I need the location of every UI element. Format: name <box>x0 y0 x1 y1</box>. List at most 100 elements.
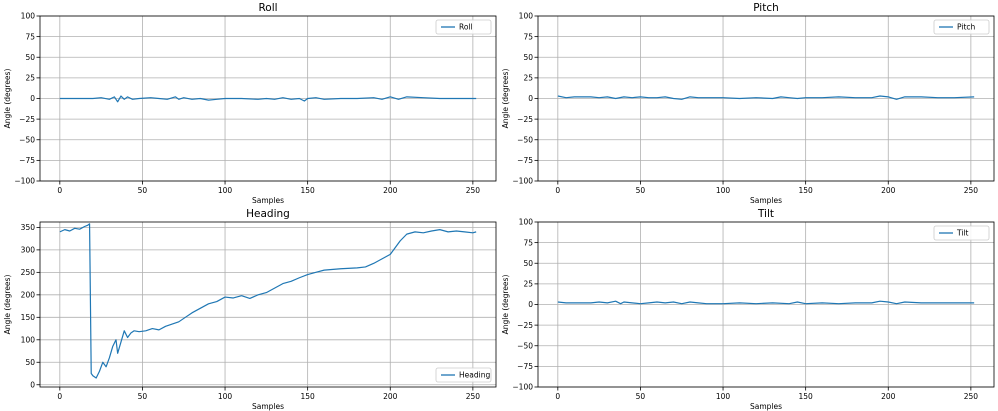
x-tick-label: 250 <box>964 392 979 401</box>
frame-heading <box>39 221 497 388</box>
x-tick-label: 100 <box>218 392 233 401</box>
x-tick-label: 250 <box>466 392 481 401</box>
series-line-pitch <box>557 95 975 100</box>
chart-title-roll: Roll <box>258 2 277 14</box>
x-tick-label: 50 <box>138 392 148 401</box>
series-heading <box>59 223 477 379</box>
legend-label-roll: Roll <box>459 23 473 32</box>
y-tick-label: 0 <box>528 300 533 309</box>
x-tick-label: 200 <box>881 186 896 195</box>
y-tick-label: 0 <box>30 380 35 389</box>
y-tick-label: 300 <box>21 246 36 255</box>
y-tick-label: 100 <box>519 218 534 227</box>
y-tick-label: 0 <box>528 94 533 103</box>
legend-roll: Roll <box>435 19 492 35</box>
x-tick-label: 250 <box>964 186 979 195</box>
y-tick-label: −50 <box>517 341 533 350</box>
y-axis-label-roll: Angle (degrees) <box>3 69 12 129</box>
subplot-roll: 0 50 100 150 200 250 −100 −75 −50 −25 0 25 50 75 100 R… <box>3 2 497 205</box>
y-tick-label: 75 <box>25 32 35 41</box>
legend-label-tilt: Tilt <box>956 229 969 238</box>
x-tick-label: 0 <box>555 186 560 195</box>
y-tick-label: −25 <box>19 115 35 124</box>
x-tick-label: 200 <box>383 186 398 195</box>
series-line-heading <box>59 223 477 379</box>
y-tick-label: 100 <box>21 12 36 21</box>
legend-heading: Heading <box>435 367 492 383</box>
y-tick-label: −50 <box>517 135 533 144</box>
y-axis-label-pitch: Angle (degrees) <box>501 69 510 129</box>
y-tick-label: 25 <box>523 280 533 289</box>
y-tick-label: −75 <box>19 156 35 165</box>
series-tilt <box>557 300 975 305</box>
y-tick-label: 150 <box>21 313 36 322</box>
y-tick-label: 200 <box>21 291 36 300</box>
y-tick-label: 100 <box>519 12 534 21</box>
y-tick-label: 250 <box>21 268 36 277</box>
legend-tilt: Tilt <box>933 225 990 241</box>
x-tick-label: 100 <box>716 186 731 195</box>
legend-label-pitch: Pitch <box>957 23 976 32</box>
y-tick-label: 50 <box>523 53 533 62</box>
x-tick-label: 100 <box>716 392 731 401</box>
ticks-roll: 0 50 100 150 200 250 −100 −75 −50 −25 0 25 50 75 100 <box>14 12 480 195</box>
x-tick-label: 150 <box>300 392 315 401</box>
y-axis-label-heading: Angle (degrees) <box>3 275 12 335</box>
x-tick-label: 200 <box>383 392 398 401</box>
x-tick-label: 50 <box>636 186 646 195</box>
x-tick-label: 250 <box>466 186 481 195</box>
x-tick-label: 200 <box>881 392 896 401</box>
x-axis-label-tilt: Samples <box>750 402 782 411</box>
ticks-tilt: 0 50 100 150 200 250 −100 −75 −50 −25 0 25 50 75 100 <box>512 218 978 401</box>
y-tick-label: 0 <box>30 94 35 103</box>
x-axis-label-pitch: Samples <box>750 196 782 205</box>
y-tick-label: −100 <box>512 177 533 186</box>
x-tick-label: 0 <box>57 392 62 401</box>
y-tick-label: −100 <box>14 177 35 186</box>
series-line-tilt <box>557 300 975 305</box>
series-line-roll <box>59 95 477 103</box>
series-pitch <box>557 95 975 100</box>
x-axis-label-roll: Samples <box>252 196 284 205</box>
x-tick-label: 0 <box>555 392 560 401</box>
subplot-tilt: 0 50 100 150 200 250 −100 −75 −50 −25 0 25 50 75 100 T… <box>501 208 995 411</box>
x-tick-label: 150 <box>798 186 813 195</box>
y-tick-label: −100 <box>512 383 533 392</box>
y-tick-label: 75 <box>523 238 533 247</box>
chart-title-heading: Heading <box>246 208 290 220</box>
legend-pitch: Pitch <box>933 19 990 35</box>
y-axis-label-tilt: Angle (degrees) <box>501 275 510 335</box>
subplot-pitch: 0 50 100 150 200 250 −100 −75 −50 −25 0 25 50 75 100 P… <box>501 2 995 205</box>
x-axis-label-heading: Samples <box>252 402 284 411</box>
y-tick-label: −75 <box>517 362 533 371</box>
legend-label-heading: Heading <box>459 371 490 380</box>
y-tick-label: 50 <box>25 53 35 62</box>
x-tick-label: 100 <box>218 186 233 195</box>
x-tick-label: 150 <box>798 392 813 401</box>
y-tick-label: 75 <box>523 32 533 41</box>
y-tick-label: 25 <box>523 74 533 83</box>
legend-box-heading <box>435 367 492 383</box>
series-roll <box>59 95 477 103</box>
legend-box-roll <box>435 19 492 35</box>
y-tick-label: −75 <box>517 156 533 165</box>
y-tick-label: −50 <box>19 135 35 144</box>
chart-title-tilt: Tilt <box>757 208 774 220</box>
subplot-heading: 0 50 100 150 200 250 0 50 100 150 200 250 300 350 Hea… <box>3 208 497 411</box>
x-tick-label: 0 <box>57 186 62 195</box>
y-tick-label: 50 <box>523 259 533 268</box>
y-tick-label: 350 <box>21 223 36 232</box>
x-tick-label: 50 <box>636 392 646 401</box>
y-tick-label: 50 <box>25 358 35 367</box>
x-tick-label: 150 <box>300 186 315 195</box>
ticks-heading: 0 50 100 150 200 250 0 50 100 150 200 250 300 350 <box>21 223 481 401</box>
y-tick-label: 25 <box>25 74 35 83</box>
ticks-pitch: 0 50 100 150 200 250 −100 −75 −50 −25 0 25 50 75 100 <box>512 12 978 195</box>
y-tick-label: 100 <box>21 335 36 344</box>
chart-title-pitch: Pitch <box>753 2 779 14</box>
legend-box-pitch <box>933 19 990 35</box>
x-tick-label: 50 <box>138 186 148 195</box>
y-tick-label: −25 <box>517 115 533 124</box>
y-tick-label: −25 <box>517 321 533 330</box>
